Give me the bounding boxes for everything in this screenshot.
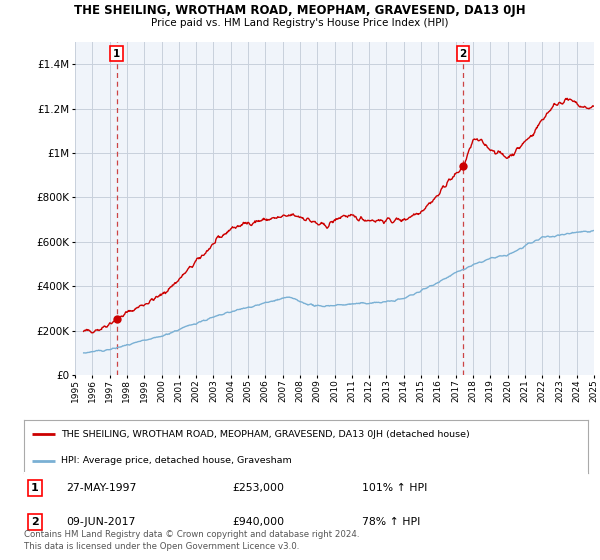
- Text: Price paid vs. HM Land Registry's House Price Index (HPI): Price paid vs. HM Land Registry's House …: [151, 18, 449, 29]
- Text: THE SHEILING, WROTHAM ROAD, MEOPHAM, GRAVESEND, DA13 0JH: THE SHEILING, WROTHAM ROAD, MEOPHAM, GRA…: [74, 4, 526, 17]
- Text: THE SHEILING, WROTHAM ROAD, MEOPHAM, GRAVESEND, DA13 0JH (detached house): THE SHEILING, WROTHAM ROAD, MEOPHAM, GRA…: [61, 430, 469, 439]
- Text: £940,000: £940,000: [233, 517, 285, 528]
- Text: 2: 2: [460, 49, 467, 59]
- Text: 101% ↑ HPI: 101% ↑ HPI: [362, 483, 428, 493]
- Text: 78% ↑ HPI: 78% ↑ HPI: [362, 517, 421, 528]
- Text: 09-JUN-2017: 09-JUN-2017: [66, 517, 136, 528]
- Text: £253,000: £253,000: [233, 483, 284, 493]
- Text: 27-MAY-1997: 27-MAY-1997: [66, 483, 137, 493]
- Text: Contains HM Land Registry data © Crown copyright and database right 2024.: Contains HM Land Registry data © Crown c…: [24, 530, 359, 539]
- Text: This data is licensed under the Open Government Licence v3.0.: This data is licensed under the Open Gov…: [24, 542, 299, 551]
- Text: HPI: Average price, detached house, Gravesham: HPI: Average price, detached house, Grav…: [61, 456, 292, 465]
- Text: 1: 1: [31, 483, 38, 493]
- Text: 1: 1: [113, 49, 121, 59]
- Text: 2: 2: [31, 517, 38, 528]
